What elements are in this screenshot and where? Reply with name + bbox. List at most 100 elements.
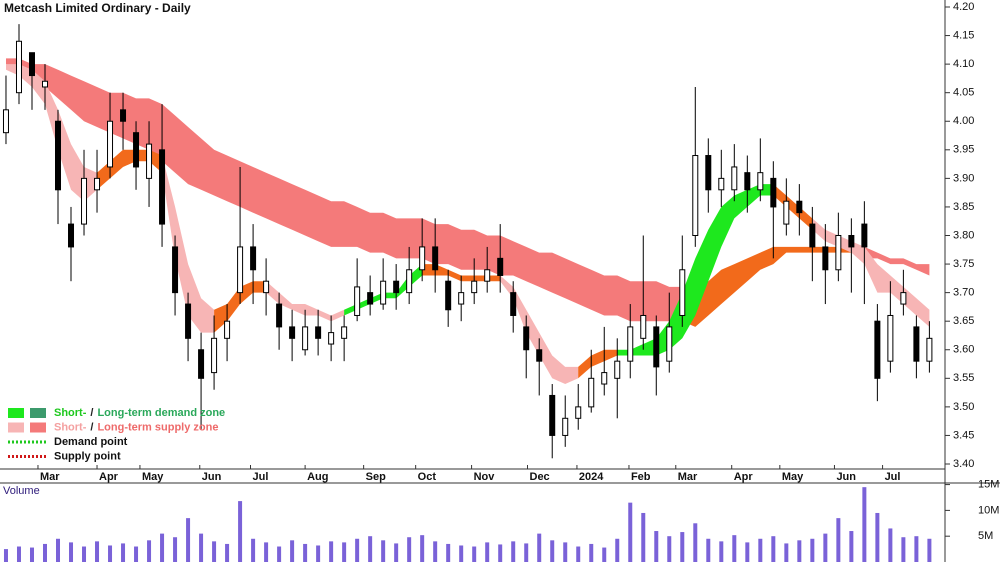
x-tick-label: Mar: [40, 471, 60, 483]
volume-bar: [784, 543, 789, 562]
volume-bar: [472, 546, 477, 562]
volume-bar: [186, 518, 191, 562]
volume-bar: [888, 528, 893, 562]
candle-body: [237, 246, 244, 294]
legend-text: Long-term demand zone: [97, 407, 225, 419]
x-tick-label: Feb: [631, 471, 651, 483]
zone-band: [617, 184, 774, 356]
candle-body: [731, 166, 738, 191]
y-tick-label: 4.10: [953, 58, 974, 70]
volume-bar: [199, 533, 204, 562]
candle-body: [861, 223, 868, 248]
candle-body: [120, 109, 127, 122]
zone-band: [344, 264, 423, 316]
candle-body: [640, 314, 647, 339]
volume-bar: [212, 541, 217, 562]
candle-body: [588, 377, 595, 408]
candle-body: [341, 326, 348, 339]
volume-bar: [563, 542, 568, 562]
candle-body: [770, 177, 777, 208]
volume-bar: [550, 540, 555, 562]
volume-bar: [901, 537, 906, 562]
volume-bar: [108, 545, 113, 562]
x-tick-label: Jun: [836, 471, 856, 483]
volume-bar: [160, 533, 165, 562]
zone-band: [97, 149, 163, 190]
volume-bar: [134, 546, 139, 562]
volume-bar: [680, 532, 685, 562]
x-tick-label: Aug: [307, 471, 328, 483]
zone-band: [422, 264, 501, 282]
candle-body: [159, 149, 166, 225]
candle-body: [601, 372, 608, 385]
volume-bar: [121, 543, 126, 562]
candle-body: [406, 269, 413, 294]
volume-bar: [823, 533, 828, 562]
volume-bar: [797, 540, 802, 562]
y-tick-label: 4.20: [953, 1, 974, 13]
volume-bar: [693, 523, 698, 562]
volume-bar: [342, 542, 347, 562]
volume-bar: [43, 543, 47, 562]
candle-body: [744, 172, 751, 191]
legend-swatch: [8, 408, 24, 418]
x-tick-label: Dec: [530, 471, 550, 483]
volume-bar: [95, 541, 100, 562]
candle-body: [328, 332, 335, 345]
volume-bar: [394, 543, 399, 562]
candle-body: [497, 257, 504, 276]
candle-body: [302, 326, 309, 351]
candle-body: [68, 223, 75, 248]
zone-band: [773, 184, 813, 230]
x-tick-label: Jul: [885, 471, 901, 483]
candle-body: [757, 172, 764, 191]
y-tick-label: 15M: [978, 478, 999, 490]
volume-bar: [836, 518, 841, 562]
x-tick-label: Apr: [99, 471, 119, 483]
candle-body: [510, 292, 517, 316]
volume-bar: [420, 535, 425, 562]
volume-bar: [862, 487, 867, 562]
volume-bar: [615, 538, 620, 562]
legend-text: Short-: [54, 421, 87, 433]
volume-bar: [810, 538, 815, 562]
volume-bar: [771, 536, 776, 562]
candle-body: [835, 235, 842, 271]
candle-body: [55, 120, 62, 191]
candle-body: [146, 143, 153, 179]
volume-bar: [82, 546, 87, 562]
candle-body: [42, 80, 48, 88]
candle-body: [484, 269, 491, 282]
volume-bar: [537, 533, 542, 562]
candle-body: [15, 40, 22, 94]
candle-body: [562, 417, 569, 436]
candle-body: [380, 280, 387, 305]
y-tick-label: 3.85: [953, 201, 974, 213]
volume-bar: [173, 537, 178, 562]
volume-bar: [628, 502, 633, 562]
y-tick-label: 3.75: [953, 258, 974, 270]
candle-body: [887, 314, 894, 362]
legend-text: Long-term supply zone: [97, 421, 218, 433]
zone-band: [682, 246, 852, 327]
candles: [2, 24, 933, 459]
candle-body: [653, 326, 660, 368]
candle-body: [211, 337, 218, 374]
legend-text: Supply point: [54, 450, 121, 462]
candle-body: [81, 177, 88, 225]
candle-body: [783, 200, 790, 225]
legend-swatch: [30, 408, 46, 418]
candle-body: [2, 109, 9, 134]
y-tick-label: 4.00: [953, 115, 974, 127]
zone-band: [851, 246, 930, 276]
y-tick-label: 10M: [978, 504, 999, 516]
candle-body: [718, 177, 725, 191]
volume-title: Volume: [3, 485, 40, 497]
volume-bar: [667, 536, 672, 562]
candle-body: [393, 280, 400, 294]
x-tick-label: Sep: [366, 471, 386, 483]
volume-bar: [3, 549, 8, 562]
volume-bar: [927, 538, 932, 562]
candle-body: [523, 326, 530, 351]
volume-bars: [3, 487, 932, 562]
